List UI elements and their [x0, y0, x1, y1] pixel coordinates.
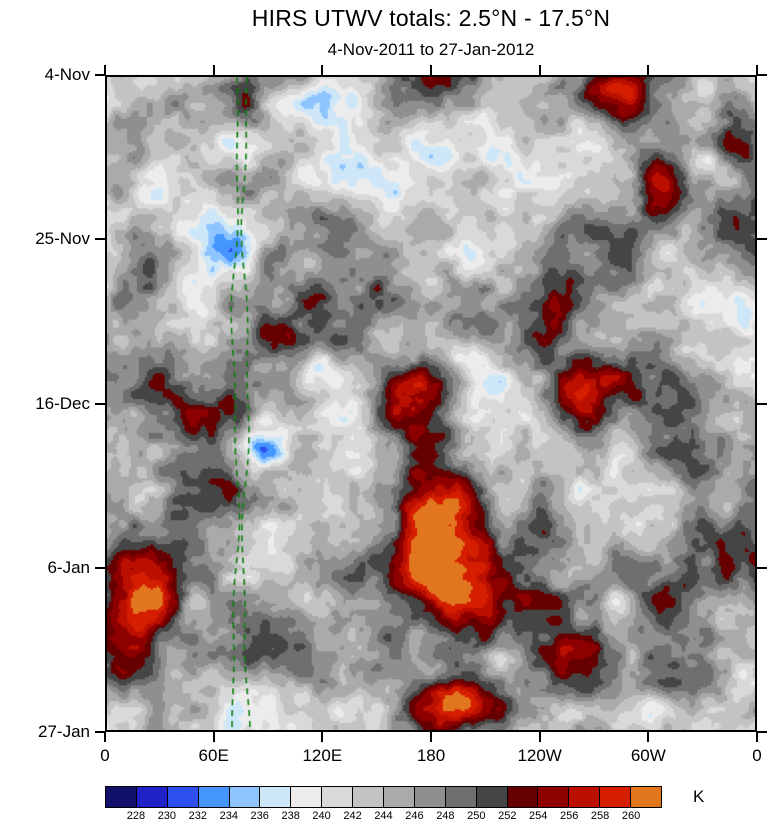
colorbar-tick-label: 244 [374, 810, 393, 822]
x-axis-tick-top [538, 65, 541, 75]
colorbar-tick-label: 254 [529, 810, 548, 822]
y-tick-label: 27-Jan [38, 722, 90, 741]
x-tick-label: 180 [416, 746, 446, 765]
x-axis-tick-bottom [538, 732, 541, 742]
colorbar-tick-label: 242 [343, 810, 362, 822]
colorbar-segment [106, 787, 137, 807]
x-axis-tick-top [212, 65, 215, 75]
colorbar-tick-label: 256 [559, 810, 579, 822]
y-axis-tick-left [95, 402, 105, 405]
colorbar-tick-label: 232 [188, 810, 207, 822]
colorbar-segment [353, 787, 385, 807]
x-axis-tick-top [321, 65, 324, 75]
y-axis-tick-right [757, 731, 767, 733]
y-axis-tick-right [757, 402, 767, 405]
x-tick-label: 120E [302, 746, 343, 765]
x-axis-tick-bottom [647, 732, 650, 742]
x-axis-tick-top [647, 65, 650, 75]
y-axis-tick-left [95, 74, 105, 76]
y-axis-tick-right [757, 566, 767, 569]
colorbar-segment [631, 787, 662, 807]
colorbar-tick-label: 240 [312, 810, 331, 822]
x-axis-tick-bottom [756, 732, 758, 742]
colorbar-segment [167, 787, 199, 807]
x-tick-label: 0 [752, 746, 762, 765]
contour-field-canvas [107, 77, 755, 730]
colorbar-segment [476, 787, 508, 807]
colorbar-segment [260, 787, 292, 807]
colorbar-segment [445, 787, 477, 807]
colorbar-segment [507, 787, 539, 807]
y-axis-tick-left [95, 566, 105, 569]
y-tick-label: 25-Nov [35, 229, 90, 249]
colorbar-tick-label: 230 [157, 810, 177, 822]
colorbar-segment [136, 787, 168, 807]
colorbar-segment [569, 787, 601, 807]
colorbar-segment [600, 787, 632, 807]
colorbar-segment [322, 787, 354, 807]
colorbar-tick-label: 238 [281, 810, 300, 822]
colorbar-segment [229, 787, 261, 807]
colorbar [105, 786, 662, 808]
colorbar-segment [291, 787, 323, 807]
colorbar-segment [198, 787, 230, 807]
x-tick-label: 60W [630, 746, 666, 765]
chart-subtitle: 4-Nov-2011 to 27-Jan-2012 [327, 40, 535, 59]
x-axis-tick-top [430, 65, 432, 75]
x-axis-tick-bottom [321, 732, 324, 742]
x-tick-label: 0 [100, 746, 110, 765]
y-axis-tick-right [757, 74, 767, 76]
colorbar-tick-label: 246 [405, 810, 424, 822]
x-axis-tick-bottom [212, 732, 215, 742]
colorbar-segment [384, 787, 415, 807]
colorbar-segment [538, 787, 570, 807]
y-axis-tick-left [95, 238, 105, 241]
colorbar-tick-label: 236 [250, 810, 269, 822]
colorbar-tick-label: 234 [219, 810, 238, 822]
x-axis-tick-top [756, 65, 758, 75]
colorbar-tick-label: 250 [467, 810, 486, 822]
plot-frame [105, 75, 757, 732]
x-tick-label: 60E [198, 746, 229, 765]
y-axis-tick-right [757, 238, 767, 241]
colorbar-units-label: K [693, 787, 705, 806]
y-axis-tick-left [95, 731, 105, 733]
colorbar-tick-label: 260 [621, 810, 641, 822]
colorbar-tick-label: 252 [498, 810, 517, 822]
x-axis-tick-bottom [430, 732, 432, 742]
x-axis-tick-bottom [104, 732, 106, 742]
x-tick-label: 120W [517, 746, 562, 765]
colorbar-tick-label: 228 [126, 810, 146, 822]
y-tick-label: 16-Dec [35, 393, 90, 413]
y-tick-label: 4-Nov [44, 65, 90, 84]
chart-title: HIRS UTWV totals: 2.5°N - 17.5°N [251, 5, 611, 31]
y-tick-label: 6-Jan [47, 557, 90, 577]
colorbar-tick-label: 258 [590, 810, 610, 822]
colorbar-segment [414, 787, 446, 807]
colorbar-tick-label: 248 [436, 810, 455, 822]
x-axis-tick-top [104, 65, 106, 75]
